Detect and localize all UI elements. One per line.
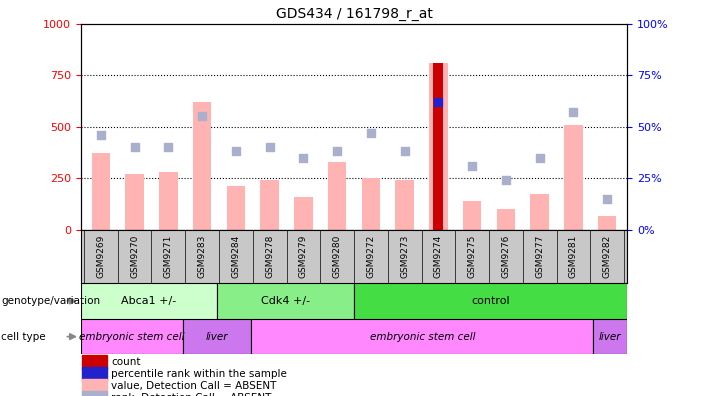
Point — [534, 154, 545, 161]
Text: percentile rank within the sample: percentile rank within the sample — [111, 369, 287, 379]
Point — [95, 132, 107, 138]
Text: liver: liver — [599, 331, 622, 342]
Bar — [82, 367, 107, 381]
Text: rank, Detection Call = ABSENT: rank, Detection Call = ABSENT — [111, 393, 271, 396]
Point — [129, 144, 140, 150]
Text: GSM9284: GSM9284 — [231, 235, 240, 278]
Point — [196, 113, 207, 120]
Point — [264, 144, 275, 150]
Text: value, Detection Call = ABSENT: value, Detection Call = ABSENT — [111, 381, 277, 391]
Bar — [125, 174, 144, 230]
Bar — [193, 102, 212, 230]
Bar — [217, 283, 354, 319]
Point — [365, 130, 376, 136]
Bar — [159, 172, 177, 230]
Text: GSM9269: GSM9269 — [96, 235, 105, 278]
Bar — [598, 216, 616, 230]
Bar — [593, 319, 627, 354]
Bar — [463, 201, 482, 230]
Point — [433, 99, 444, 105]
Text: count: count — [111, 357, 141, 367]
Text: GSM9282: GSM9282 — [603, 235, 612, 278]
Bar — [226, 187, 245, 230]
Bar — [328, 162, 346, 230]
Point — [399, 148, 410, 154]
Point — [601, 196, 613, 202]
Bar — [429, 63, 448, 230]
Text: GSM9283: GSM9283 — [198, 235, 207, 278]
Bar — [82, 356, 107, 369]
Bar — [81, 283, 217, 319]
Text: GSM9271: GSM9271 — [164, 235, 173, 278]
Bar — [395, 180, 414, 230]
Text: liver: liver — [206, 331, 229, 342]
Bar — [362, 178, 380, 230]
Bar — [260, 180, 279, 230]
Bar — [81, 319, 183, 354]
Bar — [294, 197, 313, 230]
Text: GSM9275: GSM9275 — [468, 235, 477, 278]
Text: GSM9273: GSM9273 — [400, 235, 409, 278]
Bar — [82, 379, 107, 393]
Bar — [82, 391, 107, 396]
Text: GSM9270: GSM9270 — [130, 235, 139, 278]
Bar — [496, 209, 515, 230]
Title: GDS434 / 161798_r_at: GDS434 / 161798_r_at — [275, 8, 433, 21]
Text: Abca1 +/-: Abca1 +/- — [121, 296, 177, 306]
Bar — [183, 319, 252, 354]
Point — [467, 163, 478, 169]
Bar — [433, 63, 444, 230]
Text: GSM9279: GSM9279 — [299, 235, 308, 278]
Text: GSM9280: GSM9280 — [333, 235, 341, 278]
Bar — [92, 154, 110, 230]
Text: GSM9274: GSM9274 — [434, 235, 443, 278]
Bar — [531, 194, 549, 230]
Text: embryonic stem cell: embryonic stem cell — [79, 331, 184, 342]
Text: GSM9278: GSM9278 — [265, 235, 274, 278]
Text: cell type: cell type — [1, 331, 46, 342]
Bar — [564, 125, 583, 230]
Text: GSM9276: GSM9276 — [501, 235, 510, 278]
Point — [163, 144, 174, 150]
Point — [332, 148, 343, 154]
Point — [298, 154, 309, 161]
Point — [230, 148, 241, 154]
Bar — [252, 319, 593, 354]
Text: control: control — [471, 296, 510, 306]
Text: embryonic stem cell: embryonic stem cell — [369, 331, 475, 342]
Text: GSM9272: GSM9272 — [367, 235, 375, 278]
Text: GSM9277: GSM9277 — [535, 235, 544, 278]
Point — [568, 109, 579, 116]
Bar — [354, 283, 627, 319]
Text: GSM9281: GSM9281 — [569, 235, 578, 278]
Text: Cdk4 +/-: Cdk4 +/- — [261, 296, 311, 306]
Text: genotype/variation: genotype/variation — [1, 296, 100, 306]
Point — [501, 177, 512, 183]
